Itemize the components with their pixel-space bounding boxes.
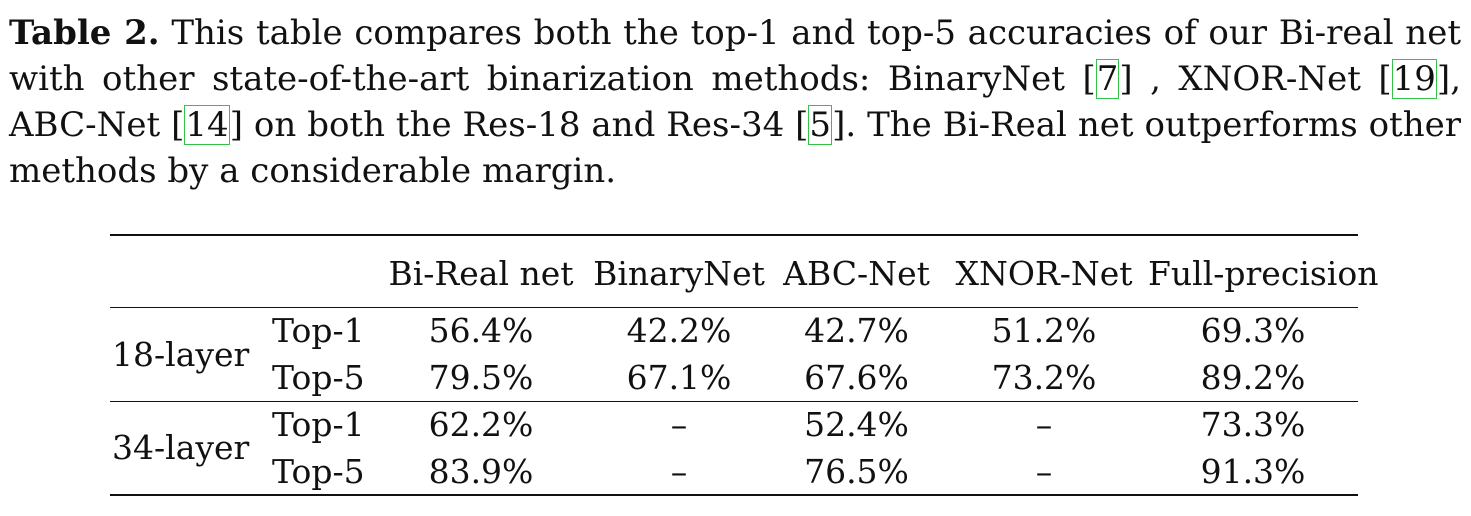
metric-label: Top-5 — [272, 451, 365, 491]
table-cell: 89.2% — [1200, 357, 1306, 397]
results-table: Bi-Real net BinaryNet ABC-Net XNOR-Net F… — [110, 234, 1379, 496]
table-cell: 83.9% — [428, 451, 534, 491]
metric-label: Top-5 — [272, 357, 365, 397]
metric-label: Top-1 — [272, 311, 365, 351]
table-cell: 67.6% — [804, 357, 909, 397]
table-caption: Table 2. This table compares both the to… — [9, 13, 1461, 191]
table-cell: 91.3% — [1200, 451, 1306, 491]
row-group-label: 34-layer — [112, 428, 250, 468]
results-table-container: Bi-Real net BinaryNet ABC-Net XNOR-Net F… — [110, 234, 1379, 496]
citation-link[interactable]: 7 — [1095, 59, 1120, 99]
table-cell: 52.4% — [804, 405, 909, 445]
column-header: XNOR-Net — [955, 253, 1133, 293]
table-row: Top-5 83.9% – 76.5% – 91.3% — [110, 448, 1358, 495]
column-header: Bi-Real net — [388, 253, 574, 293]
table-cell: 76.5% — [804, 451, 909, 491]
table-cell: 42.7% — [804, 311, 909, 351]
table-cell: 67.1% — [626, 357, 732, 397]
table-cell: 73.3% — [1200, 405, 1306, 445]
table-cell: 79.5% — [428, 357, 534, 397]
table-cell: 42.2% — [626, 311, 732, 351]
column-header: BinaryNet — [593, 253, 765, 293]
metric-label: Top-1 — [272, 405, 365, 445]
table-cell: 56.4% — [428, 311, 534, 351]
table-cell: 51.2% — [991, 311, 1097, 351]
caption-text: , ABC-Net — [9, 59, 1461, 145]
column-header: Full-precision — [1148, 253, 1379, 293]
caption-text: , XNOR-Net — [1132, 59, 1379, 99]
table-cell: – — [670, 405, 688, 445]
column-header: ABC-Net — [783, 253, 930, 293]
table-cell: – — [1035, 451, 1053, 491]
row-group-label: 18-layer — [112, 334, 250, 374]
caption-text: . The Bi-Real net outperforms other meth… — [9, 105, 1461, 191]
table-group-18-layer: 18-layer Top-1 56.4% 42.2% 42.7% 51.2% 6… — [110, 307, 1358, 401]
caption-label: Table 2. — [9, 13, 160, 53]
header-empty-cell — [272, 235, 377, 307]
table-row: Top-5 79.5% 67.1% 67.6% 73.2% 89.2% — [110, 354, 1358, 401]
table-cell: 62.2% — [428, 405, 534, 445]
table-cell: – — [1035, 405, 1053, 445]
table-cell: – — [670, 451, 688, 491]
table-row: 34-layer Top-1 62.2% – 52.4% – 73.3% — [110, 401, 1358, 467]
caption-text: on both the Res-18 and Res-34 — [242, 105, 796, 145]
table-cell: 73.2% — [991, 357, 1097, 397]
citation-link[interactable]: 5 — [808, 105, 833, 145]
citation-link[interactable]: 19 — [1391, 59, 1437, 99]
caption-text: This table compares both the top-1 and t… — [9, 13, 1461, 99]
table-header-row: Bi-Real net BinaryNet ABC-Net XNOR-Net F… — [110, 235, 1379, 307]
header-empty-cell — [110, 235, 272, 307]
table-group-34-layer: 34-layer Top-1 62.2% – 52.4% – 73.3% Top… — [110, 401, 1358, 495]
table-row: 18-layer Top-1 56.4% 42.2% 42.7% 51.2% 6… — [110, 307, 1358, 373]
table-cell: 69.3% — [1200, 311, 1306, 351]
citation-link[interactable]: 14 — [184, 105, 230, 145]
